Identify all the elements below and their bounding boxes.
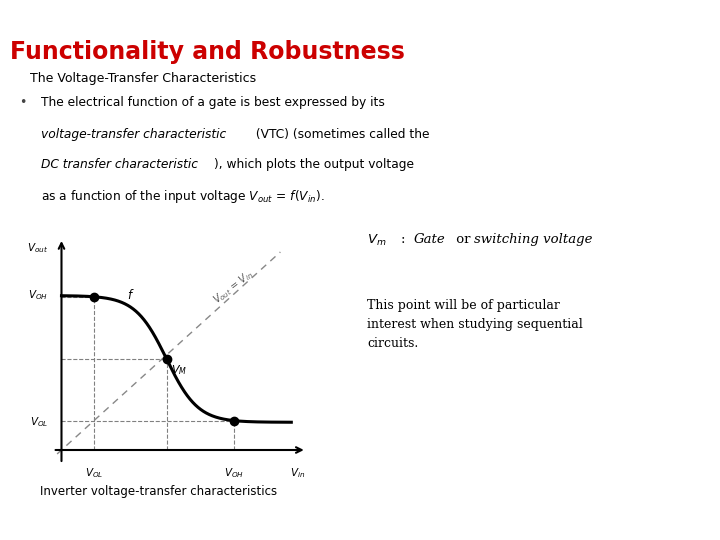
- Text: Inverter voltage-transfer characteristics: Inverter voltage-transfer characteristic…: [40, 485, 276, 498]
- Text: as a function of the input voltage $V_{out}$ = $f$($V_{in}$).: as a function of the input voltage $V_{o…: [41, 188, 325, 205]
- Text: :: :: [402, 233, 410, 246]
- Text: Functionality and Robustness: Functionality and Robustness: [9, 40, 405, 64]
- Text: voltage-transfer characteristic: voltage-transfer characteristic: [41, 127, 227, 140]
- Text: $V_{out}$: $V_{out}$: [27, 241, 48, 255]
- Text: switching voltage: switching voltage: [474, 233, 593, 246]
- Text: $V_{in}$: $V_{in}$: [290, 466, 305, 480]
- Text: $V_{OH}$: $V_{OH}$: [28, 289, 48, 302]
- Text: The Voltage-Transfer Characteristics: The Voltage-Transfer Characteristics: [30, 72, 256, 85]
- Text: $V_m$: $V_m$: [367, 233, 387, 248]
- Text: $V_{OL}$: $V_{OL}$: [30, 415, 48, 429]
- Text: ), which plots the output voltage: ), which plots the output voltage: [214, 158, 414, 171]
- Text: or: or: [451, 233, 474, 246]
- Text: •: •: [19, 96, 27, 109]
- Text: This point will be of particular
interest when studying sequential
circuits.: This point will be of particular interes…: [367, 299, 582, 350]
- Text: DC transfer characteristic: DC transfer characteristic: [41, 158, 198, 171]
- Text: $V_{OL}$: $V_{OL}$: [85, 466, 104, 480]
- Text: $V_M$: $V_M$: [171, 363, 187, 377]
- Text: The electrical function of a gate is best expressed by its: The electrical function of a gate is bes…: [41, 96, 385, 109]
- Text: Gate: Gate: [413, 233, 445, 246]
- Text: f: f: [127, 289, 131, 302]
- Text: $V_{OH}$: $V_{OH}$: [225, 466, 245, 480]
- Text: (VTC) (sometimes called the: (VTC) (sometimes called the: [252, 127, 429, 140]
- Text: $V_{out}$ = $V_{in}$: $V_{out}$ = $V_{in}$: [210, 268, 256, 307]
